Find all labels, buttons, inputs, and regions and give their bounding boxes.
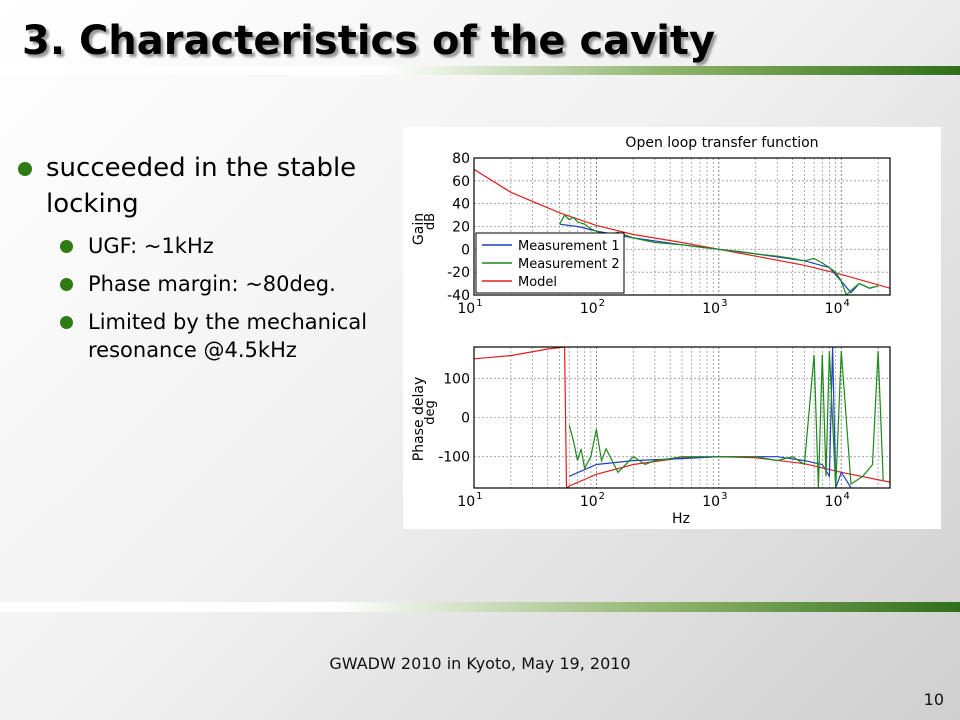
sub-bullet-text: Limited by the mechanical resonance @4.5…	[88, 310, 368, 362]
bode-plot-svg: -40 -20 0 20 40 60 80 101 102 103 104 Open loop tra…	[411, 135, 891, 527]
plot-panel-1: -40 -20 0 20 40 60 80 101 102 103 104 Open loop tra…	[411, 135, 891, 317]
legend-label: Measurement 2	[518, 257, 620, 272]
sub-bullet-item: UGF: ~1kHz	[60, 232, 398, 260]
bullet-list: succeeded in the stable locking UGF: ~1k…	[18, 150, 398, 374]
legend-label: Model	[518, 275, 557, 290]
series-line-measurement-2	[568, 350, 884, 488]
series-line-model	[474, 168, 890, 289]
y-tick-label: 20	[452, 220, 470, 236]
bullet-dot-icon	[60, 316, 73, 329]
y-axis-label: dB	[423, 213, 438, 230]
footer-text: GWADW 2010 in Kyoto, May 19, 2010	[329, 654, 631, 673]
page-number: 10	[923, 690, 944, 709]
y-tick-label: 80	[452, 151, 470, 167]
plot-frame	[473, 346, 891, 489]
sub-bullet-list: UGF: ~1kHz Phase margin: ~80deg. Limited…	[18, 232, 398, 364]
x-tick-label: 102	[580, 298, 605, 317]
bullet-text: succeeded in the stable locking	[46, 153, 357, 219]
x-tick-label: 101	[457, 491, 482, 510]
y-axis-label: deg	[423, 400, 438, 425]
x-tick-label: 104	[825, 298, 850, 317]
y-tick-label: 60	[452, 174, 470, 190]
x-tick-label: 103	[702, 298, 727, 317]
title-underline-bar	[0, 66, 960, 75]
bode-plot-figure: -40 -20 0 20 40 60 80 101 102 103 104 Open loop tra…	[403, 127, 941, 529]
sub-bullet-text: Phase margin: ~80deg.	[88, 272, 336, 296]
y-tick-label: -100	[438, 450, 470, 466]
series-line-measurement-2	[559, 214, 879, 295]
y-tick-label: 0	[461, 242, 470, 258]
y-tick-label: 0	[461, 411, 470, 427]
x-axis-label: Hz	[672, 511, 690, 527]
x-tick-label: 103	[702, 491, 727, 510]
sub-bullet-text: UGF: ~1kHz	[88, 234, 214, 258]
bullet-item: succeeded in the stable locking	[18, 150, 398, 222]
chart-title: Open loop transfer function	[625, 135, 818, 151]
series-line-model	[474, 347, 890, 488]
slide-title: 3. Characteristics of the cavity	[22, 18, 716, 64]
y-tick-label: -40	[447, 288, 470, 304]
axis-annotation: Gain	[411, 213, 427, 245]
sub-bullet-item: Limited by the mechanical resonance @4.5…	[60, 308, 398, 364]
axis-annotation: Phase delay	[411, 377, 427, 462]
x-tick-label: 102	[580, 491, 605, 510]
footer-accent-bar	[0, 602, 960, 612]
sub-bullet-item: Phase margin: ~80deg.	[60, 270, 398, 298]
y-tick-label: -20	[447, 265, 470, 281]
bullet-dot-icon	[60, 278, 73, 291]
bullet-dot-icon	[60, 240, 73, 253]
plot-frame	[473, 157, 891, 296]
x-tick-label: 104	[825, 491, 850, 510]
legend-label: Measurement 1	[518, 239, 620, 254]
legend: Measurement 1 Measurement 2 Model	[475, 232, 625, 294]
y-tick-label: 40	[452, 197, 470, 213]
x-tick-label: 101	[457, 298, 482, 317]
y-tick-label: 100	[443, 371, 470, 387]
bullet-dot-icon	[18, 162, 32, 176]
